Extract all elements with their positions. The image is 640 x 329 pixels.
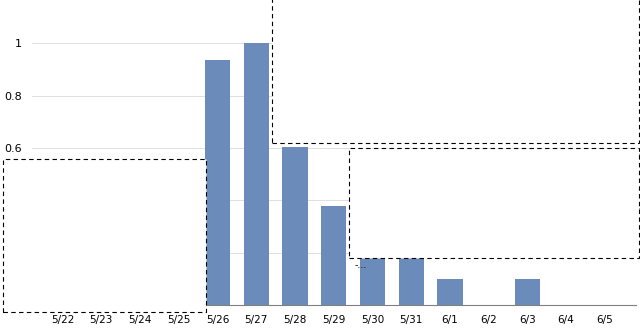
- Bar: [282, 147, 308, 305]
- Text: Facebook: Facebook: [340, 1, 390, 10]
- Text: Microsoft: Microsoft: [152, 162, 202, 171]
- Text: , embraces: , embraces: [127, 244, 182, 253]
- Text: - After: - After: [8, 162, 41, 171]
- Bar: [515, 279, 540, 305]
- Text: latest in a series of cable projects .: latest in a series of cable projects .: [355, 179, 524, 188]
- Text: Facebook: Facebook: [355, 56, 405, 64]
- Text: -...: -...: [355, 261, 367, 269]
- Bar: [360, 249, 385, 305]
- Text: Facebook: Facebook: [558, 151, 609, 160]
- Text: Microsoft: Microsoft: [484, 151, 534, 160]
- Text: to warn users of state-sponsored cyber: to warn users of state-sponsored cyber: [8, 189, 195, 198]
- Text: -: -: [277, 56, 280, 64]
- Text: ,: ,: [331, 1, 340, 10]
- Text: (reliable), 2016/5/57: (reliable), 2016/5/57: [464, 83, 573, 92]
- Text: -...: -...: [8, 298, 20, 307]
- Text: -...: -...: [277, 110, 289, 119]
- Text: (reliable), 2016/5/29: (reliable), 2016/5/29: [524, 179, 634, 188]
- Text: Microsoft: Microsoft: [280, 56, 331, 64]
- Text: , and: , and: [408, 206, 438, 215]
- Text: team up to build undersea Internet: team up to build undersea Internet: [390, 1, 560, 10]
- Text: Facebook: Facebook: [438, 206, 488, 215]
- Text: (unreliable), 2016/5/25: (unreliable), 2016/5/25: [68, 271, 191, 280]
- Text: announced to build a new ,: announced to build a new ,: [405, 56, 537, 64]
- Text: state-of-the-art subsea cable together.: state-of-the-art subsea cable together.: [277, 83, 464, 92]
- Text: -The project announced by: -The project announced by: [355, 151, 484, 160]
- Text: (reliable) , 2016/5/26: (reliable) , 2016/5/26: [312, 28, 424, 37]
- Text: Facebook: Facebook: [76, 244, 127, 253]
- Text: (unreliable), 2016/5/29: (unreliable), 2016/5/29: [492, 233, 616, 242]
- Text: -: -: [355, 206, 358, 215]
- Bar: [205, 61, 230, 305]
- Text: and Yahoo ,: and Yahoo ,: [91, 162, 152, 171]
- Text: Microsoft: Microsoft: [358, 206, 408, 215]
- Text: Facebook: Facebook: [41, 162, 91, 171]
- Bar: [437, 279, 463, 305]
- Text: and: and: [331, 56, 355, 64]
- Text: - India rejects: - India rejects: [8, 244, 76, 253]
- Bar: [321, 206, 346, 305]
- Text: .: .: [59, 271, 68, 280]
- Text: attacks .: attacks .: [8, 216, 52, 225]
- Text: Microsoft: Microsoft: [280, 1, 331, 10]
- Bar: [244, 43, 269, 305]
- Text: development of smart bots .: development of smart bots .: [355, 233, 492, 242]
- Bar: [399, 249, 424, 305]
- Text: , is the: , is the: [609, 151, 640, 160]
- Text: are now focused on empowering: are now focused on empowering: [488, 206, 640, 215]
- Text: (unreliable), 2016/5/22: (unreliable), 2016/5/22: [52, 216, 175, 225]
- Text: and: and: [534, 151, 558, 160]
- Text: Microsoft: Microsoft: [8, 271, 59, 280]
- Text: cable .: cable .: [277, 28, 312, 37]
- Text: -: -: [277, 1, 280, 10]
